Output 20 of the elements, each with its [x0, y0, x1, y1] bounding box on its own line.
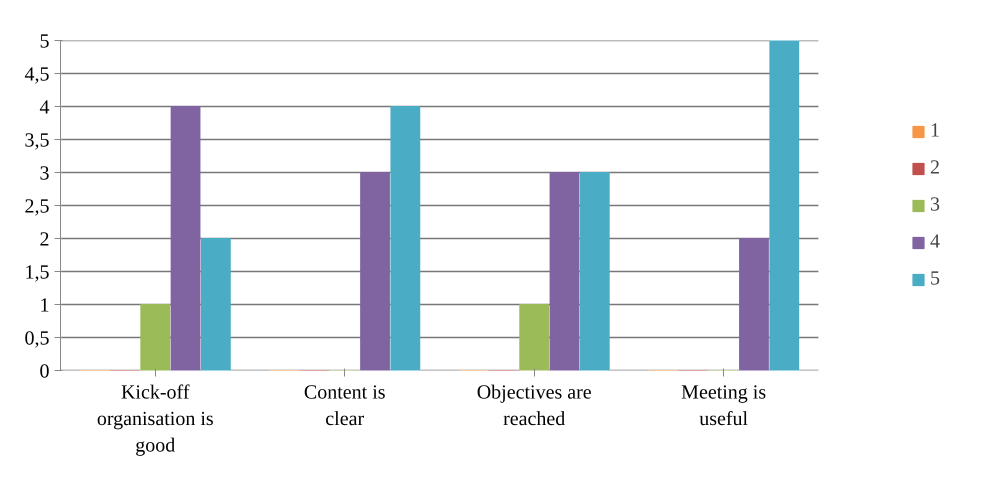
- y-tick-label: 5: [40, 30, 50, 52]
- y-tick-label: 1,5: [24, 262, 50, 284]
- legend-label: 2: [930, 156, 941, 180]
- legend-label: 4: [930, 230, 941, 254]
- y-tick-label: 0,5: [24, 328, 50, 350]
- y-tick-label: 1: [40, 294, 50, 316]
- y-tick-label: 3: [40, 162, 50, 184]
- y-tick-label: 4: [40, 96, 50, 118]
- x-tick-label: Content is clear: [304, 382, 386, 430]
- x-tick-label: Objectives are reached: [476, 382, 592, 430]
- x-tick-label: Meeting is useful: [681, 382, 766, 430]
- y-tick-label: 2: [40, 228, 50, 250]
- y-tick-label: 3,5: [24, 130, 50, 152]
- legend-label: 1: [930, 120, 941, 142]
- legend-label: 5: [930, 268, 941, 290]
- y-tick-label: 2,5: [24, 196, 50, 218]
- legend-label: 3: [930, 194, 941, 216]
- y-tick-label: 4,5: [24, 64, 50, 86]
- x-tick-label: Kick-off organisation is good: [96, 382, 214, 456]
- y-tick-label: 0: [40, 360, 50, 382]
